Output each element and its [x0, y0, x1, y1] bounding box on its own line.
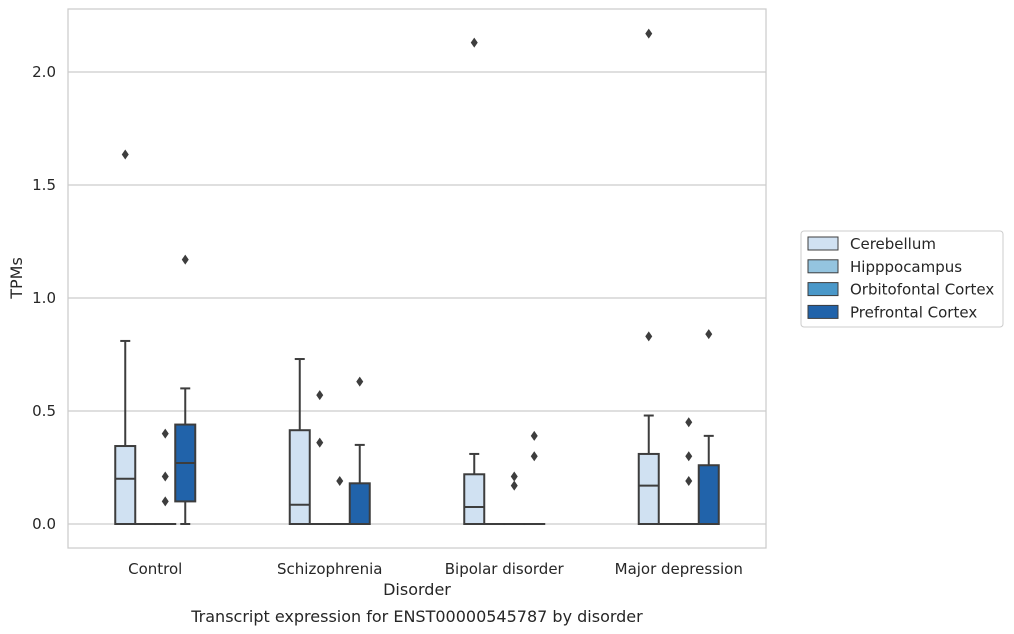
box-orbitofontal-cortex-1 [328, 476, 351, 526]
x-tick-labels: Control Schizophrenia Bipolar disorder Majo… [128, 560, 743, 578]
outlier-point [510, 480, 518, 491]
outlier-point [161, 471, 169, 482]
legend-swatch [807, 304, 839, 319]
box-body [348, 482, 371, 526]
boxes [114, 28, 720, 526]
outlier-point [121, 149, 129, 160]
chart-caption: Transcript expression for ENST0000054578… [190, 607, 643, 626]
outlier-point [181, 254, 189, 265]
y-tick-label: 1.0 [32, 289, 56, 307]
legend-label: Orbitofontal Cortex [850, 281, 994, 299]
outlier-point [530, 430, 538, 441]
legend-swatch [807, 236, 839, 251]
y-tick-label: 2.0 [32, 63, 56, 81]
y-tick-labels: 0.0 0.5 1.0 1.5 2.0 [32, 63, 56, 533]
legend-swatch [807, 259, 839, 274]
box-orbitofontal-cortex-2 [503, 471, 526, 526]
x-tick-label: Control [128, 560, 182, 578]
box-orbitofontal-cortex-0 [154, 428, 177, 526]
box-body [637, 452, 660, 525]
outlier-point [705, 329, 713, 340]
box-prefrontal-cortex-1 [348, 376, 371, 526]
box-body [463, 473, 486, 525]
box-body [697, 464, 720, 525]
box-orbitofontal-cortex-3 [677, 417, 700, 526]
box-cerebellum-3 [637, 28, 660, 525]
box-prefrontal-cortex-0 [174, 254, 197, 525]
y-tick-label: 0.0 [32, 515, 56, 533]
x-axis-label: Disorder [383, 580, 451, 599]
legend: Cerebellum Hipppocampus Orbitofontal Corte… [800, 230, 1004, 328]
legend-swatch [807, 282, 839, 297]
legend-label: Cerebellum [850, 235, 936, 253]
outlier-point [336, 476, 344, 487]
outlier-point [685, 451, 693, 462]
outlier-point [316, 437, 324, 448]
legend-label: Hipppocampus [850, 258, 962, 276]
outlier-point [470, 37, 478, 48]
legend-frame [800, 230, 1004, 328]
y-tick-label: 0.5 [32, 402, 56, 420]
grid-lines [68, 71, 766, 525]
y-tick-label: 1.5 [32, 176, 56, 194]
outlier-point [161, 428, 169, 439]
plot-frame [67, 8, 767, 549]
outlier-point [510, 471, 518, 482]
box-cerebellum-0 [114, 149, 137, 525]
outlier-point [685, 417, 693, 428]
y-axis-label: TPMs [7, 257, 26, 300]
box-prefrontal-cortex-3 [697, 329, 720, 525]
outlier-point [161, 496, 169, 507]
outlier-point [645, 331, 653, 342]
legend-label: Prefrontal Cortex [850, 303, 977, 321]
outlier-point [685, 476, 693, 487]
x-tick-label: Schizophrenia [277, 560, 382, 578]
outlier-point [316, 390, 324, 401]
outlier-point [530, 451, 538, 462]
box-hipppocampus-1 [308, 390, 331, 526]
box-cerebellum-1 [288, 358, 311, 525]
box-body [114, 445, 137, 525]
box-cerebellum-2 [463, 37, 486, 525]
outlier-point [356, 376, 364, 387]
x-tick-label: Bipolar disorder [445, 560, 565, 578]
x-tick-label: Major depression [615, 560, 743, 578]
box-prefrontal-cortex-2 [523, 430, 546, 526]
outlier-point [645, 28, 653, 39]
box-body [288, 429, 311, 525]
